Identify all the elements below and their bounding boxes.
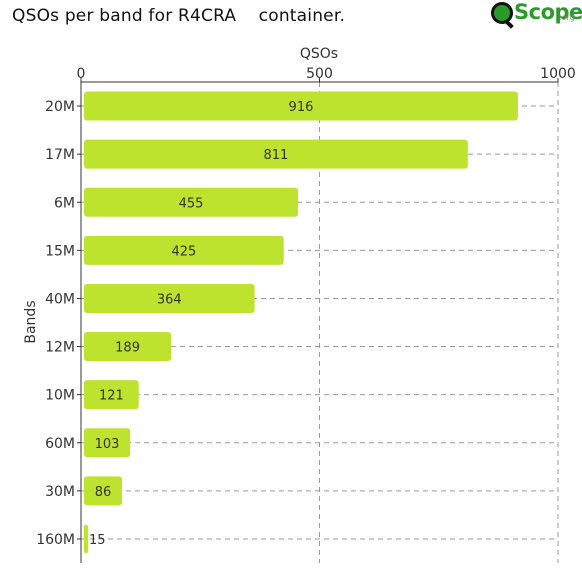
bar-value-label: 455 (179, 196, 204, 211)
bar-60m (84, 428, 131, 458)
y-tick-label: 17M (45, 147, 75, 163)
magnifier-icon (491, 2, 513, 24)
x-tick-label: 1000 (540, 66, 576, 82)
bar-6m (84, 187, 299, 217)
bar-value-label: 364 (157, 292, 182, 307)
y-tick-label: 15M (45, 243, 75, 259)
bar-160m (84, 524, 89, 554)
bar-value-label: 425 (171, 244, 196, 259)
x-tick-label: 0 (77, 66, 86, 82)
y-tick-label: 20M (45, 99, 75, 115)
bar-value-label: 811 (264, 148, 289, 163)
bar-20m (84, 91, 518, 121)
bar-15m (84, 235, 284, 265)
x-axis-label: QSOs (300, 46, 338, 62)
bar-30m (84, 476, 123, 506)
y-axis-label: Bands (23, 300, 39, 343)
y-tick-label: 30M (45, 484, 75, 500)
y-tick-label: 60M (45, 436, 75, 452)
bar-value-label: 103 (95, 437, 120, 452)
x-tick-label: 500 (306, 66, 333, 82)
bar-40m (84, 283, 255, 313)
qscope-logo: Scope .org (489, 0, 582, 30)
bar-value-label: 15 (89, 533, 106, 548)
y-tick-label: 10M (45, 388, 75, 404)
y-tick-label: 40M (45, 291, 75, 307)
y-tick-label: 12M (45, 340, 75, 356)
bar-value-label: 121 (99, 389, 124, 404)
bar-12m (84, 332, 172, 362)
axes: 0 500 1000 20M 17M 6M 15M 40M 12M 10M 60M 30M 160M (36, 66, 576, 563)
y-tick-label: 160M (36, 532, 75, 548)
logo-word: Scope (514, 0, 582, 24)
bar-value-label: 916 (289, 100, 314, 115)
chart-title: QSOs per band for R4CRA container. (12, 6, 346, 26)
bars: 916 811 455 425 364 189 121 103 86 15 (84, 91, 518, 554)
bar-value-label: 86 (95, 485, 112, 500)
y-tick-label: 6M (54, 195, 75, 211)
bar-value-label: 189 (115, 341, 140, 356)
bar-10m (84, 380, 139, 410)
logo-suffix: .org (559, 13, 575, 22)
bar-17m (84, 139, 468, 169)
